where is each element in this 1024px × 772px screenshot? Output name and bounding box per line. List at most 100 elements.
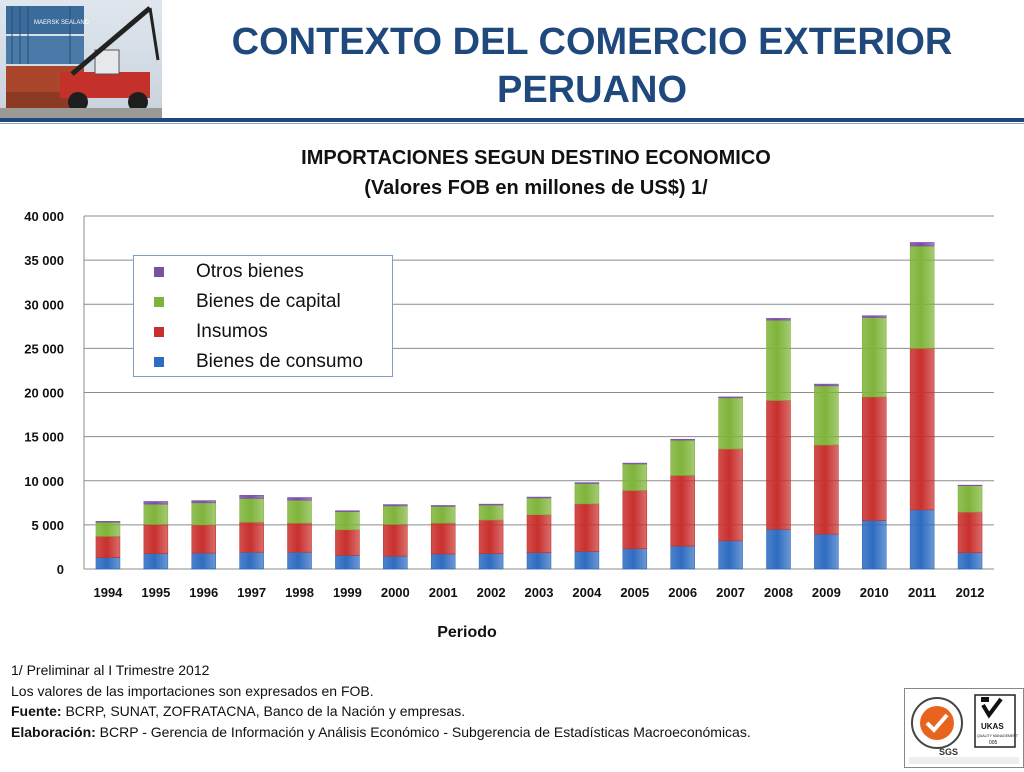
legend-label: Otros bienes <box>196 261 304 283</box>
y-tick-label: 15 000 <box>24 430 64 445</box>
y-tick-label: 20 000 <box>24 386 64 401</box>
x-tick-label: 2002 <box>477 585 506 600</box>
bar-insumos-2008 <box>767 400 791 529</box>
x-tick-label: 1996 <box>189 585 218 600</box>
x-tick-label: 2010 <box>860 585 889 600</box>
bar-bienes-de-consumo-2001 <box>431 554 455 569</box>
bar-bienes-de-capital-2009 <box>814 386 838 445</box>
ukas-sub-text: QUALITY MANAGEMENT <box>977 734 1019 738</box>
certification-logos: SGS UKAS QUALITY MANAGEMENT 005 <box>904 688 1024 768</box>
bar-bienes-de-consumo-2008 <box>767 529 791 569</box>
x-tick-label: 2001 <box>429 585 458 600</box>
bar-bienes-de-capital-2007 <box>719 398 743 449</box>
bar-bienes-de-capital-1995 <box>144 504 168 524</box>
bar-otros-bienes-1995 <box>144 501 168 504</box>
elaboration-label: Elaboración: <box>11 724 96 740</box>
legend-swatch <box>154 297 164 307</box>
bar-bienes-de-consumo-2009 <box>814 534 838 569</box>
bar-bienes-de-capital-1994 <box>96 522 120 536</box>
bar-otros-bienes-2000 <box>383 505 407 506</box>
y-tick-label: 0 <box>57 562 64 577</box>
page-title-line2: PERUANO <box>200 66 984 114</box>
y-tick-label: 10 000 <box>24 474 64 489</box>
bar-bienes-de-capital-1999 <box>335 512 359 530</box>
x-tick-label: 2003 <box>525 585 554 600</box>
bar-insumos-2009 <box>814 445 838 534</box>
bar-insumos-2000 <box>383 524 407 556</box>
bar-bienes-de-consumo-2000 <box>383 556 407 569</box>
x-tick-label: 1994 <box>93 585 123 600</box>
bar-bienes-de-consumo-1996 <box>192 553 216 569</box>
bar-otros-bienes-1999 <box>335 511 359 512</box>
bar-bienes-de-capital-1998 <box>288 500 312 523</box>
bar-bienes-de-consumo-2007 <box>719 541 743 569</box>
sgs-text: SGS <box>939 747 958 757</box>
chart-title-line1: IMPORTACIONES SEGUN DESTINO ECONOMICO <box>186 143 886 173</box>
sgs-certification-seal: SGS <box>912 698 962 757</box>
ukas-quality-management-seal: UKAS QUALITY MANAGEMENT 005 <box>975 695 1019 747</box>
bar-insumos-1998 <box>288 523 312 552</box>
bar-bienes-de-capital-1996 <box>192 503 216 525</box>
legend-swatch <box>154 267 164 277</box>
bar-otros-bienes-1998 <box>288 498 312 501</box>
bar-bienes-de-capital-1997 <box>240 498 264 522</box>
footnote-fob: Los valores de las importaciones son exp… <box>11 681 891 702</box>
bar-insumos-2001 <box>431 523 455 554</box>
bar-otros-bienes-2010 <box>862 316 886 318</box>
bar-bienes-de-capital-2010 <box>862 317 886 396</box>
bar-otros-bienes-2004 <box>575 483 599 484</box>
bar-bienes-de-consumo-2002 <box>479 554 503 569</box>
bar-bienes-de-consumo-1997 <box>240 552 264 569</box>
bar-insumos-1999 <box>335 530 359 556</box>
bar-bienes-de-capital-2002 <box>479 505 503 520</box>
footnote-source: Fuente: BCRP, SUNAT, ZOFRATACNA, Banco d… <box>11 701 891 722</box>
bar-insumos-1996 <box>192 525 216 553</box>
source-label: Fuente: <box>11 703 62 719</box>
bar-insumos-2010 <box>862 397 886 521</box>
chart-legend: Otros bienes Bienes de capital Insumos Bien… <box>133 255 393 377</box>
bar-insumos-2006 <box>671 475 695 546</box>
bar-bienes-de-consumo-2012 <box>958 553 982 569</box>
chart-title-line2: (Valores FOB en millones de US$) 1/ <box>186 173 886 203</box>
bar-bienes-de-capital-2006 <box>671 440 695 475</box>
bar-otros-bienes-2009 <box>814 384 838 386</box>
legend-swatch <box>154 357 164 367</box>
bar-bienes-de-consumo-1994 <box>96 558 120 569</box>
container-brand-text: MAERSK SEALAND <box>34 20 90 26</box>
bar-insumos-2012 <box>958 512 982 553</box>
bar-otros-bienes-2011 <box>910 242 934 246</box>
container-crane-photo: MAERSK SEALAND <box>0 0 162 118</box>
legend-label: Insumos <box>196 321 268 343</box>
bar-otros-bienes-2007 <box>719 397 743 398</box>
bar-otros-bienes-2001 <box>431 505 455 506</box>
x-tick-label: 2007 <box>716 585 745 600</box>
bar-otros-bienes-2006 <box>671 439 695 440</box>
bar-bienes-de-consumo-2011 <box>910 510 934 569</box>
bar-otros-bienes-1994 <box>96 521 120 522</box>
y-tick-label: 5 000 <box>31 518 64 533</box>
x-tick-label: 2012 <box>956 585 985 600</box>
x-axis-title: Periodo <box>400 624 534 642</box>
bar-bienes-de-consumo-1999 <box>335 555 359 569</box>
x-tick-label: 2006 <box>668 585 697 600</box>
x-tick-label: 2000 <box>381 585 410 600</box>
x-tick-label: 1998 <box>285 585 314 600</box>
y-tick-label: 35 000 <box>24 253 64 268</box>
elaboration-text: BCRP - Gerencia de Información y Análisi… <box>96 724 751 740</box>
legend-item: Bienes de capital <box>154 289 341 315</box>
bar-insumos-2011 <box>910 348 934 509</box>
bar-bienes-de-capital-2008 <box>767 320 791 400</box>
ukas-code-text: 005 <box>989 740 998 746</box>
bar-bienes-de-capital-2001 <box>431 506 455 523</box>
legend-swatch <box>154 327 164 337</box>
legend-label: Bienes de consumo <box>196 351 363 373</box>
bar-insumos-2002 <box>479 520 503 554</box>
bar-bienes-de-capital-2011 <box>910 246 934 348</box>
source-text: BCRP, SUNAT, ZOFRATACNA, Banco de la Nac… <box>62 703 466 719</box>
bar-otros-bienes-2008 <box>767 318 791 320</box>
footnote-elaboration: Elaboración: BCRP - Gerencia de Informac… <box>11 722 891 743</box>
bar-otros-bienes-1997 <box>240 495 264 498</box>
bar-insumos-1997 <box>240 522 264 552</box>
bar-insumos-1994 <box>96 536 120 557</box>
bar-bienes-de-capital-2003 <box>527 498 551 515</box>
